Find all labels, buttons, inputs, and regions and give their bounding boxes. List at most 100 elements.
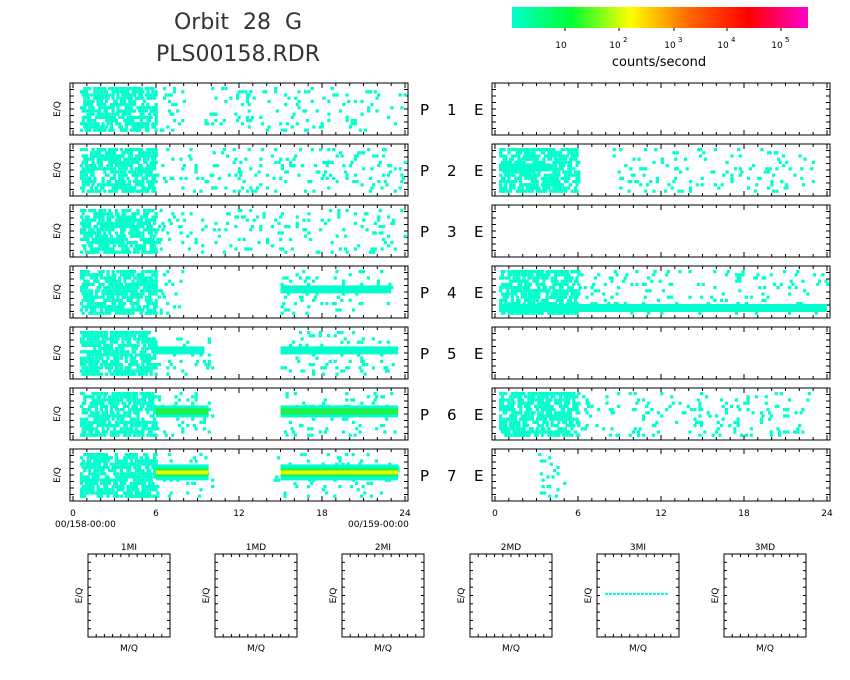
data-pixel [527, 289, 531, 293]
data-pixel [118, 157, 122, 161]
data-pixel [768, 151, 772, 155]
data-pixel [108, 298, 112, 302]
data-pixel [568, 160, 573, 164]
data-pixel [153, 353, 157, 357]
data-pixel [553, 173, 558, 177]
data-pixel [239, 173, 243, 177]
data-pixel [507, 282, 511, 286]
data-pixel [144, 331, 148, 335]
data-pixel [93, 456, 97, 460]
data-pixel [274, 148, 278, 152]
data-pixel [187, 154, 191, 158]
data-pixel [128, 456, 132, 460]
data-pixel [510, 298, 514, 302]
data-pixel [91, 475, 95, 479]
data-pixel [139, 481, 143, 485]
data-pixel [101, 103, 105, 107]
data-pixel [79, 478, 84, 482]
data-pixel [141, 237, 145, 241]
data-pixel [149, 148, 153, 152]
data-pixel [575, 173, 579, 177]
data-pixel [108, 369, 112, 373]
data-pixel [144, 347, 148, 351]
data-pixel [153, 244, 157, 248]
data-pixel [144, 250, 148, 254]
data-pixel [738, 173, 742, 177]
data-pixel [156, 228, 160, 232]
data-pixel [114, 148, 118, 152]
data-pixel [89, 244, 94, 248]
data-pixel [118, 398, 122, 402]
data-pixel [129, 427, 133, 431]
data-pixel [560, 148, 564, 152]
data-pixel [512, 154, 516, 158]
data-pixel [114, 250, 118, 254]
data-pixel [99, 481, 103, 485]
data-pixel [685, 167, 689, 171]
data-pixel [563, 170, 568, 174]
data-pixel [123, 414, 127, 418]
data-pixel [113, 433, 117, 437]
data-pixel [307, 231, 311, 235]
data-pixel [81, 488, 85, 492]
data-pixel [182, 218, 186, 222]
data-pixel [108, 180, 112, 184]
data-pixel [249, 209, 253, 213]
data-pixel [84, 366, 89, 370]
data-pixel [353, 119, 357, 123]
data-pixel [103, 292, 107, 296]
data-pixel [141, 96, 145, 100]
data-pixel [153, 189, 157, 193]
data-pixel [500, 148, 504, 152]
data-pixel [360, 99, 364, 103]
data-pixel [146, 369, 150, 373]
data-pixel [121, 337, 125, 341]
data-pixel [109, 353, 113, 357]
data-pixel [121, 302, 125, 306]
data-pixel [300, 453, 304, 457]
data-pixel [509, 282, 513, 286]
data-pixel [84, 215, 89, 219]
colorbar-tick-label: 10 [609, 41, 621, 51]
data-pixel [84, 237, 89, 241]
data-pixel [192, 481, 196, 485]
data-pixel [84, 218, 89, 222]
data-pixel [292, 430, 296, 434]
data-pixel [108, 128, 112, 132]
data-pixel [560, 176, 564, 180]
data-pixel [573, 157, 578, 161]
data-pixel [129, 372, 133, 376]
data-pixel [358, 462, 362, 466]
data-pixel [89, 292, 94, 296]
data-pixel [312, 298, 316, 302]
data-pixel [525, 298, 529, 302]
data-pixel [353, 221, 357, 225]
data-pixel [151, 398, 155, 402]
data-pixel [236, 215, 240, 219]
data-pixel [252, 96, 256, 100]
data-pixel [154, 231, 158, 235]
data-pixel [348, 164, 352, 168]
data-pixel [118, 221, 122, 225]
data-pixel [534, 186, 538, 190]
data-pixel [143, 157, 147, 161]
data-pixel [146, 331, 150, 335]
data-pixel [211, 478, 215, 482]
data-pixel [79, 250, 84, 254]
data-pixel [500, 186, 504, 190]
data-pixel [116, 465, 120, 469]
data-pixel [267, 125, 271, 129]
data-pixel [530, 157, 534, 161]
data-pixel [86, 237, 90, 241]
data-pixel [221, 151, 225, 155]
data-pixel [116, 433, 120, 437]
data-pixel [93, 372, 97, 376]
data-pixel [307, 276, 311, 280]
data-pixel [139, 173, 143, 177]
data-pixel [560, 167, 564, 171]
data-pixel [154, 212, 158, 216]
data-pixel [151, 286, 155, 290]
data-pixel [212, 151, 216, 155]
data-pixel [305, 128, 309, 132]
data-pixel [149, 93, 153, 97]
